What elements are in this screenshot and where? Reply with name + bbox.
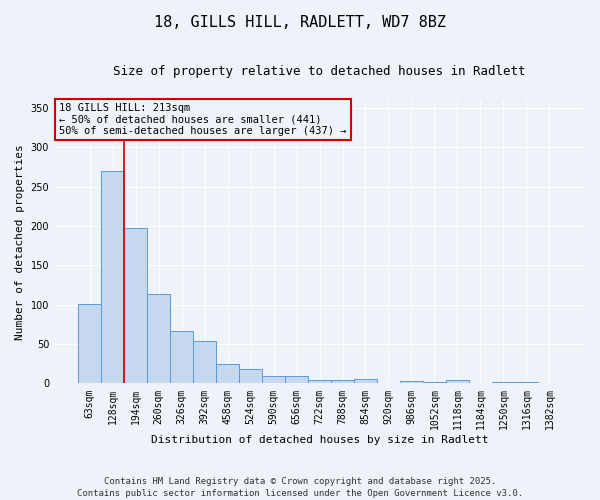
Bar <box>308 380 331 384</box>
Bar <box>147 294 170 384</box>
Bar <box>216 364 239 384</box>
Y-axis label: Number of detached properties: Number of detached properties <box>15 144 25 340</box>
Bar <box>101 171 124 384</box>
Bar <box>78 304 101 384</box>
Bar <box>354 378 377 384</box>
Bar <box>262 376 285 384</box>
Bar <box>124 228 147 384</box>
Bar <box>170 330 193 384</box>
Bar <box>400 381 423 384</box>
Text: Contains HM Land Registry data © Crown copyright and database right 2025.
Contai: Contains HM Land Registry data © Crown c… <box>77 476 523 498</box>
Bar <box>239 370 262 384</box>
Bar <box>285 376 308 384</box>
Bar <box>446 380 469 384</box>
Bar <box>492 382 515 384</box>
Bar <box>423 382 446 384</box>
Text: 18 GILLS HILL: 213sqm
← 50% of detached houses are smaller (441)
50% of semi-det: 18 GILLS HILL: 213sqm ← 50% of detached … <box>59 103 347 136</box>
Text: 18, GILLS HILL, RADLETT, WD7 8BZ: 18, GILLS HILL, RADLETT, WD7 8BZ <box>154 15 446 30</box>
Bar <box>193 341 216 384</box>
Bar <box>515 382 538 384</box>
Bar <box>377 382 400 384</box>
X-axis label: Distribution of detached houses by size in Radlett: Distribution of detached houses by size … <box>151 435 488 445</box>
Title: Size of property relative to detached houses in Radlett: Size of property relative to detached ho… <box>113 65 526 78</box>
Bar <box>331 380 354 384</box>
Bar <box>538 382 561 384</box>
